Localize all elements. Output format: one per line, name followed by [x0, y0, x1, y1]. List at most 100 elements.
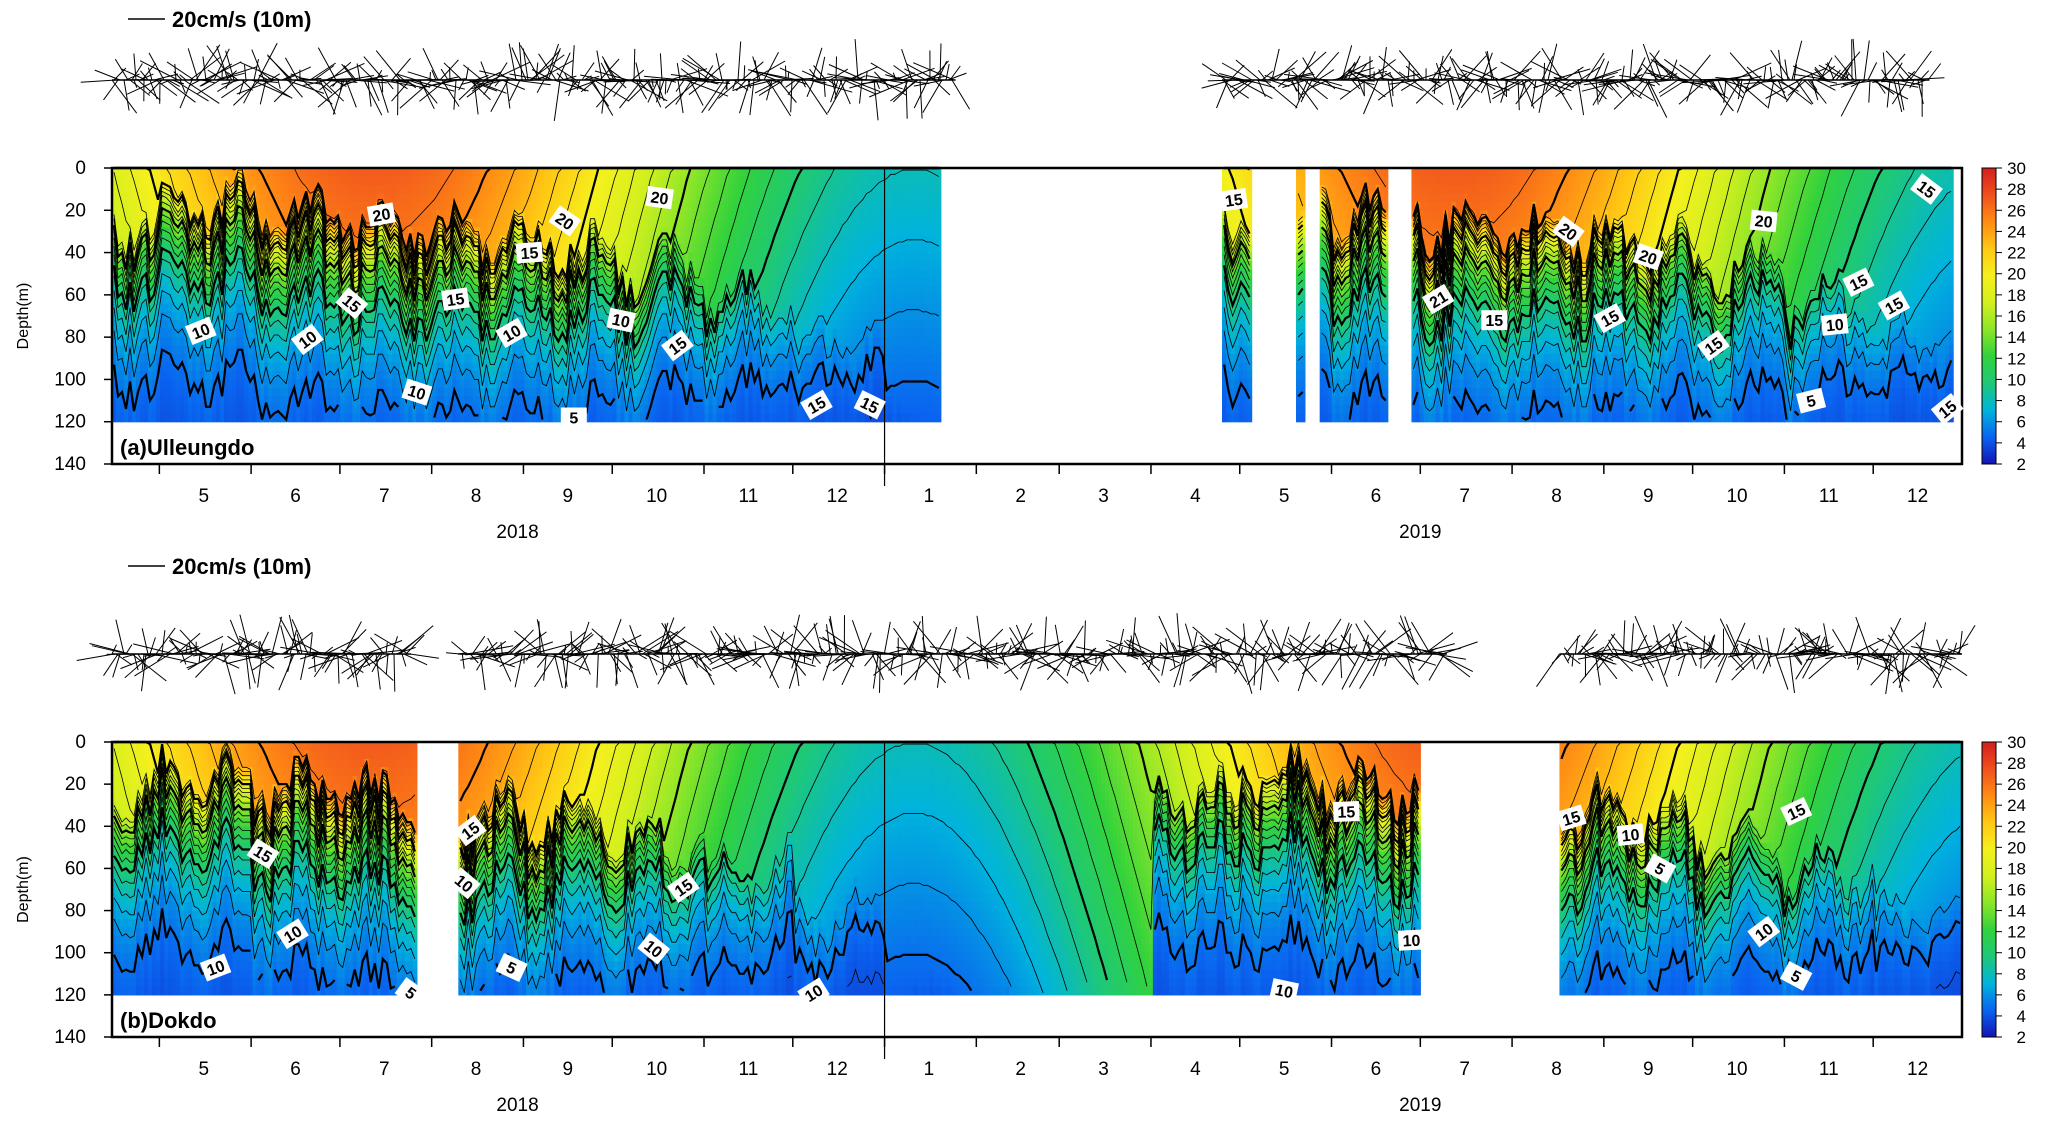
current-vector: [1882, 617, 1902, 655]
current-vector: [1275, 653, 1286, 663]
x-year-label: 2018: [496, 1095, 538, 1116]
current-vector: [1796, 652, 1806, 655]
contour-label: 20: [1632, 243, 1664, 271]
current-vector: [574, 643, 615, 655]
current-vector: [1927, 63, 1942, 81]
contour-label-bg: [1643, 853, 1677, 884]
current-vector: [329, 79, 341, 88]
current-vector: [461, 653, 465, 669]
current-vector: [1920, 649, 1932, 655]
current-vector: [599, 644, 607, 655]
current-vector: [281, 66, 312, 81]
current-vector: [819, 56, 826, 81]
current-vector: [1607, 653, 1643, 668]
current-vector: [522, 48, 529, 81]
current-vector: [1159, 642, 1171, 655]
current-vector: [789, 614, 800, 655]
current-vector: [468, 645, 514, 655]
current-vector: [148, 52, 165, 81]
y-tick-label: 20: [65, 774, 86, 795]
current-vector: [313, 65, 335, 81]
current-vector: [225, 79, 231, 90]
current-vector: [543, 653, 547, 681]
current-vector: [1367, 59, 1396, 81]
current-vector: [1515, 79, 1535, 105]
current-vector: [1648, 652, 1666, 655]
current-vector: [505, 79, 511, 109]
current-vector: [1301, 634, 1321, 655]
colorbar-tick-label: 28: [2007, 754, 2026, 773]
current-vector: [343, 65, 357, 81]
current-vector: [149, 637, 156, 655]
isotherm-6: [1223, 330, 1250, 373]
current-vector: [1870, 653, 1900, 686]
current-vector: [1321, 653, 1343, 686]
colorbar-tick-label: 6: [2017, 413, 2026, 432]
contour-label-text: 15: [1224, 192, 1244, 211]
current-vector: [675, 79, 685, 92]
current-vector: [966, 636, 991, 655]
current-vector: [536, 79, 545, 94]
current-vector: [115, 653, 133, 666]
current-vector: [979, 653, 999, 669]
current-vector: [1198, 644, 1233, 655]
current-vector: [1670, 644, 1698, 655]
current-vector: [747, 69, 791, 81]
current-vector: [941, 652, 969, 655]
current-vector: [1555, 79, 1577, 97]
current-vector: [1521, 79, 1531, 85]
contour-label: 20: [366, 202, 396, 227]
current-vector: [1882, 78, 1901, 81]
current-vector: [1439, 63, 1455, 81]
current-vector: [625, 653, 639, 689]
current-vector: [161, 630, 166, 655]
current-vector: [1915, 653, 1952, 671]
current-vector: [488, 640, 507, 655]
current-vector: [585, 75, 600, 81]
current-vector: [1690, 653, 1697, 667]
current-vector: [1223, 79, 1235, 99]
current-vector: [1897, 653, 1930, 675]
current-vector: [362, 653, 391, 668]
contour-label-bg: [1269, 978, 1299, 1004]
current-vector: [1905, 71, 1916, 81]
current-vector: [552, 653, 589, 671]
current-vector: [1457, 73, 1473, 81]
current-vector: [591, 628, 621, 655]
current-vector: [896, 646, 939, 655]
current-vector: [166, 61, 195, 81]
current-vector: [647, 79, 659, 103]
isotherm-10: [1297, 287, 1304, 296]
current-vector: [936, 653, 943, 688]
current-vector: [268, 77, 277, 81]
x-month-label: 10: [1726, 486, 1747, 507]
current-vector: [563, 645, 567, 655]
current-vector: [1767, 653, 1782, 658]
x-month-label: 7: [379, 486, 390, 507]
current-vector: [171, 646, 199, 655]
current-vector: [179, 79, 186, 94]
contour-label-bg: [366, 202, 396, 227]
current-vector: [688, 79, 709, 96]
isotherm-10: [1412, 166, 1952, 350]
current-vector: [676, 63, 681, 81]
current-vector: [1594, 653, 1601, 686]
colorbar-ramp: [1981, 167, 1997, 465]
current-vector: [570, 642, 585, 655]
colorbar-tick-label: 30: [2007, 733, 2026, 752]
current-vector: [574, 653, 587, 663]
isotherm-9: [1297, 300, 1303, 306]
current-vector: [1460, 79, 1485, 109]
current-vector: [1475, 79, 1510, 91]
current-vector: [1562, 653, 1570, 664]
current-vector: [1729, 652, 1750, 655]
current-vector: [440, 68, 449, 81]
current-vector: [1682, 79, 1729, 84]
contour-label: 15: [1842, 267, 1875, 297]
contour-label-bg: [515, 241, 544, 264]
colorbar-tick-label: 8: [2017, 965, 2026, 984]
contour-label: 5: [495, 952, 528, 983]
isotherm-7: [113, 851, 416, 960]
colorbar-tick-label: 18: [2007, 859, 2026, 878]
current-vector: [798, 653, 817, 657]
